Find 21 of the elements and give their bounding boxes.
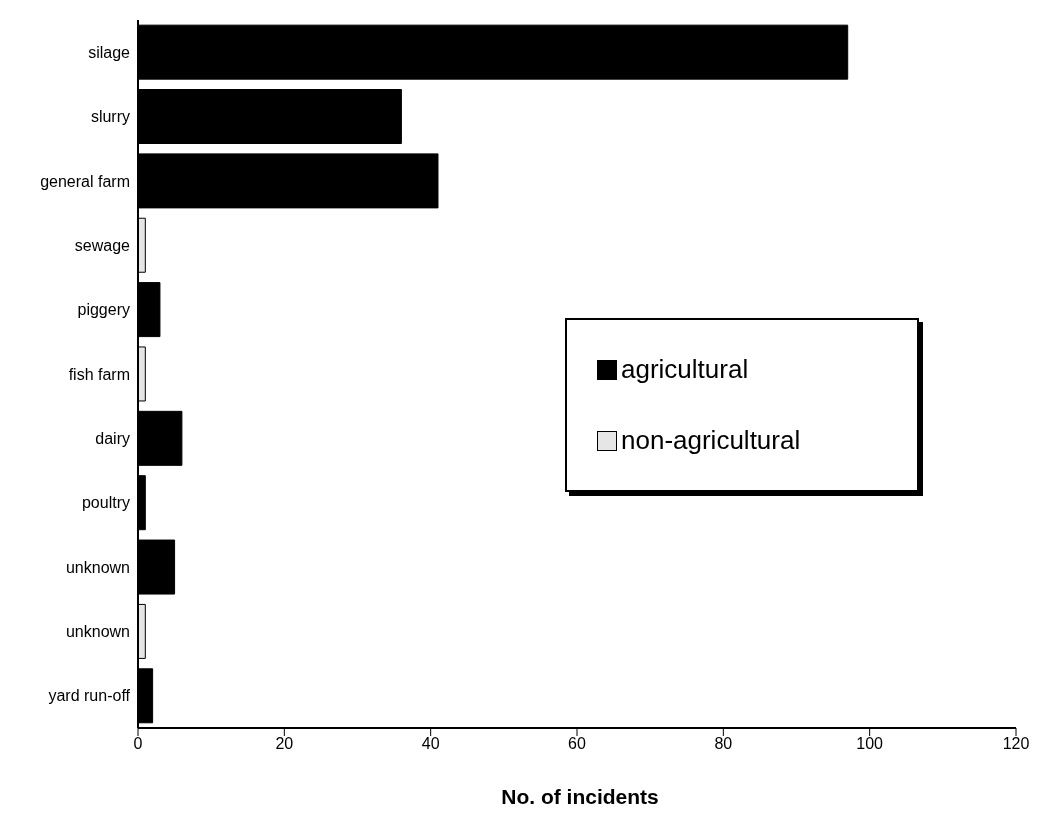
y-tick-label: silage <box>88 43 131 61</box>
legend-label: agricultural <box>621 354 749 385</box>
y-tick-label: general farm <box>40 172 130 190</box>
x-tick-label: 80 <box>714 735 733 753</box>
x-tick-label: 0 <box>133 735 143 753</box>
x-tick-label: 60 <box>568 735 586 753</box>
y-tick-label: poultry <box>81 494 130 512</box>
y-tick-label: slurry <box>90 108 130 126</box>
x-axis-title: No. of incidents <box>500 785 660 809</box>
x-tick-label: 120 <box>1002 735 1030 753</box>
y-tick-label: dairy <box>95 430 130 448</box>
y-tick-label: yard run-off <box>48 687 131 705</box>
y-tick-label: unknown <box>65 623 130 641</box>
y-tick-label: sewage <box>74 236 131 254</box>
y-tick-label: fish farm <box>68 365 130 383</box>
y-tick-label: unknown <box>65 558 130 576</box>
y-tick-label: piggery <box>77 301 130 319</box>
x-tick-label: 40 <box>421 735 440 753</box>
x-tick-label: 100 <box>856 735 884 753</box>
x-tick-label: 20 <box>275 735 294 753</box>
legend-label: non-agricultural <box>621 425 801 456</box>
